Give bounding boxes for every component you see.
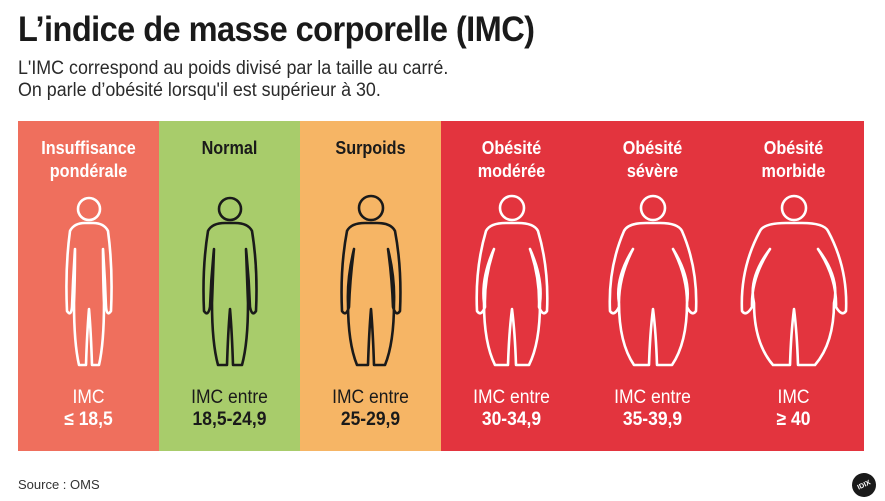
silhouette-head: [498, 194, 525, 222]
category-severe-obesity: Obésité sévère IMC entre 35-39,9: [582, 121, 723, 451]
category-name-line-2: pondérale: [49, 161, 128, 181]
category-name-line-1: Obésité: [481, 138, 542, 158]
bmi-range-label: IMC: [777, 387, 810, 408]
silhouette-head: [217, 196, 242, 222]
category-name-line-2: modérée: [477, 161, 546, 181]
bmi-range: IMC entre 30-34,9: [447, 387, 577, 431]
category-normal: Normal IMC entre 18,5-24,9: [159, 121, 300, 451]
category-name-line-2: sévère: [626, 161, 679, 181]
bmi-range-value: 18,5-24,9: [192, 409, 267, 430]
bmi-range-label: IMC: [72, 387, 105, 408]
category-name: Insuffisance pondérale: [25, 137, 152, 183]
subtitle: L'IMC correspond au poids divisé par la …: [18, 58, 448, 102]
category-name-line-1: Obésité: [622, 138, 683, 158]
bmi-range-label: IMC entre: [614, 387, 691, 408]
bmi-range: IMC entre 18,5-24,9: [165, 387, 295, 431]
category-underweight: Insuffisance pondérale IMC ≤ 18,5: [18, 121, 159, 451]
category-name: Obésité sévère: [589, 137, 716, 183]
bmi-range: IMC ≥ 40: [729, 387, 859, 431]
silhouette-head: [639, 194, 666, 222]
body-silhouette-severe-obesity-icon: [582, 193, 723, 373]
bmi-range-value: ≥ 40: [776, 409, 811, 430]
page-title: L’indice de masse corporelle (IMC): [18, 10, 535, 49]
bmi-range: IMC entre 25-29,9: [306, 387, 436, 431]
bmi-range-label: IMC entre: [191, 387, 268, 408]
bmi-range-value: ≤ 18,5: [64, 409, 113, 430]
silhouette-body: [607, 221, 698, 367]
silhouette-body: [339, 221, 402, 367]
category-name-line-1: Insuffisance: [41, 138, 136, 158]
body-silhouette-overweight-icon: [300, 193, 441, 373]
body-silhouette-thin-icon: [18, 193, 159, 373]
category-name: Normal: [166, 137, 293, 160]
silhouette-body: [201, 221, 258, 367]
bmi-range-label: IMC entre: [332, 387, 409, 408]
silhouette-body: [740, 221, 847, 367]
category-name-line-1: Surpoids: [335, 138, 406, 158]
category-name-line-1: Obésité: [763, 138, 824, 158]
idix-logo: IDIX: [848, 469, 880, 501]
bmi-range-value: 25-29,9: [340, 409, 401, 430]
silhouette-head: [357, 194, 384, 222]
silhouette-head: [76, 196, 101, 222]
category-overweight: Surpoids IMC entre 25-29,9: [300, 121, 441, 451]
bmi-range-value: 30-34,9: [481, 409, 542, 430]
bmi-range-label: IMC entre: [473, 387, 550, 408]
bmi-range-value: 35-39,9: [622, 409, 683, 430]
bmi-categories-panel: Insuffisance pondérale IMC ≤ 18,5 Normal…: [18, 121, 864, 451]
category-name: Surpoids: [307, 137, 434, 160]
category-name-line-2: morbide: [761, 161, 826, 181]
source-note: Source : OMS: [18, 477, 100, 492]
body-silhouette-normal-icon: [159, 193, 300, 373]
subtitle-line-1: L'IMC correspond au poids divisé par la …: [18, 58, 449, 79]
body-silhouette-morbid-obesity-icon: [723, 193, 864, 373]
subtitle-line-2: On parle d’obésité lorsqu'il est supérie…: [18, 80, 381, 101]
category-morbid-obesity: Obésité morbide IMC ≥ 40: [723, 121, 864, 451]
category-name: Obésité modérée: [448, 137, 575, 183]
category-moderate-obesity: Obésité modérée IMC entre 30-34,9: [441, 121, 582, 451]
category-name: Obésité morbide: [730, 137, 857, 183]
category-name-line-1: Normal: [201, 138, 258, 158]
bmi-range: IMC entre 35-39,9: [588, 387, 718, 431]
bmi-range: IMC ≤ 18,5: [24, 387, 154, 431]
silhouette-body: [474, 221, 549, 367]
silhouette-body: [64, 221, 113, 367]
body-silhouette-moderate-obesity-icon: [441, 193, 582, 373]
silhouette-head: [780, 194, 807, 222]
